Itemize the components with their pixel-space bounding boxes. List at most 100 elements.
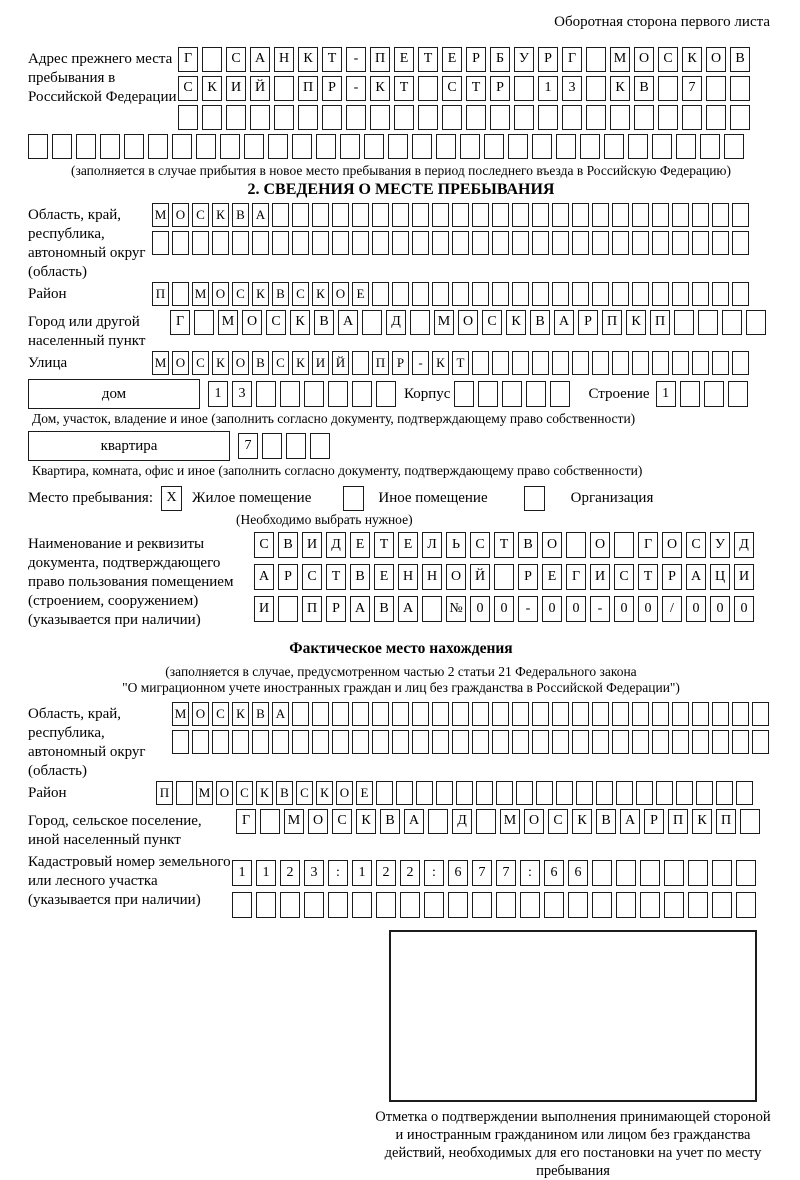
char-cell	[672, 203, 689, 227]
char-cell: П	[372, 351, 389, 375]
char-cell: К	[290, 310, 310, 335]
char-cell	[304, 892, 324, 918]
char-cell	[278, 596, 298, 622]
char-cell	[586, 76, 606, 101]
char-cell: К	[312, 282, 329, 306]
char-cell	[552, 730, 569, 754]
stamp-box	[389, 930, 757, 1102]
char-cell: С	[482, 310, 502, 335]
char-cell	[676, 781, 693, 805]
char-cell: О	[232, 351, 249, 375]
char-cell: О	[542, 532, 562, 558]
char-cell	[572, 282, 589, 306]
stay-type-checkbox-org	[523, 486, 545, 511]
char-cell: -	[412, 351, 429, 375]
char-cell: Ц	[710, 564, 730, 590]
char-cell	[652, 231, 669, 255]
char-cell	[502, 381, 523, 407]
stamp-caption: Отметка о подтверждении выполнения прини…	[375, 1109, 771, 1179]
char-cell	[658, 76, 678, 101]
char-cell: Е	[398, 532, 418, 558]
char-cell: Р	[490, 76, 510, 101]
char-cell	[572, 730, 589, 754]
char-cell	[454, 381, 475, 407]
char-cell	[732, 351, 749, 375]
char-cell	[466, 105, 486, 130]
char-cell	[220, 134, 240, 159]
char-cell: О	[590, 532, 610, 558]
char-cell: 0	[614, 596, 634, 622]
stay-type-row: Место пребывания: X Жилое помещение Иное…	[28, 485, 774, 512]
char-cell	[612, 730, 629, 754]
char-cell	[730, 105, 750, 130]
char-cell	[272, 730, 289, 754]
char-cell	[376, 892, 396, 918]
char-cell	[580, 134, 600, 159]
char-cell	[196, 134, 216, 159]
char-cell	[418, 76, 438, 101]
char-cell: 7	[496, 860, 516, 886]
char-cell	[286, 433, 306, 459]
char-cell	[640, 892, 660, 918]
char-cell	[452, 203, 469, 227]
char-cell	[692, 203, 709, 227]
char-cell: Е	[356, 781, 373, 805]
char-cell: Е	[542, 564, 562, 590]
char-cell	[274, 76, 294, 101]
char-cell	[252, 730, 269, 754]
char-cell: А	[350, 596, 370, 622]
char-cell: К	[682, 47, 702, 72]
char-cell	[520, 892, 540, 918]
char-cell: К	[610, 76, 630, 101]
char-cell	[568, 892, 588, 918]
char-cell: В	[518, 532, 538, 558]
char-cell	[352, 892, 372, 918]
char-cell	[280, 892, 300, 918]
city-label: Город или другой населенный пункт	[28, 314, 146, 349]
char-cell	[566, 532, 586, 558]
char-cell	[352, 231, 369, 255]
char-cell: В	[252, 351, 269, 375]
char-cell: О	[242, 310, 262, 335]
char-cell	[740, 809, 760, 834]
char-cell	[452, 730, 469, 754]
char-cell: С	[266, 310, 286, 335]
char-cell: И	[226, 76, 246, 101]
char-cell	[712, 702, 729, 726]
char-cell: -	[346, 47, 366, 72]
char-cell: А	[404, 809, 424, 834]
char-cell	[672, 730, 689, 754]
char-cell: :	[328, 860, 348, 886]
char-cell	[716, 781, 733, 805]
char-cell	[706, 105, 726, 130]
char-cell: К	[212, 203, 229, 227]
char-cell	[612, 702, 629, 726]
char-cell	[532, 134, 552, 159]
char-cell: Н	[274, 47, 294, 72]
char-cell	[508, 134, 528, 159]
char-cell: О	[458, 310, 478, 335]
prev-address-block: Адрес прежнего места пребывания в Россий…	[28, 47, 774, 134]
char-cell: Т	[418, 47, 438, 72]
char-cell	[172, 730, 189, 754]
char-cell: 7	[682, 76, 702, 101]
char-cell: С	[686, 532, 706, 558]
char-cell: Д	[386, 310, 406, 335]
char-cell	[512, 231, 529, 255]
char-cell: Й	[250, 76, 270, 101]
cadastre-label: Кадастровый номер земельного или лесного…	[28, 854, 231, 908]
char-cell	[492, 351, 509, 375]
char-cell	[172, 231, 189, 255]
char-cell	[572, 203, 589, 227]
stay-type-option-org: Организация	[570, 490, 654, 506]
char-cell	[664, 860, 684, 886]
char-cell	[692, 282, 709, 306]
char-cell	[412, 730, 429, 754]
char-cell: №	[446, 596, 466, 622]
char-cell: Р	[538, 47, 558, 72]
char-cell	[492, 203, 509, 227]
char-cell	[328, 892, 348, 918]
